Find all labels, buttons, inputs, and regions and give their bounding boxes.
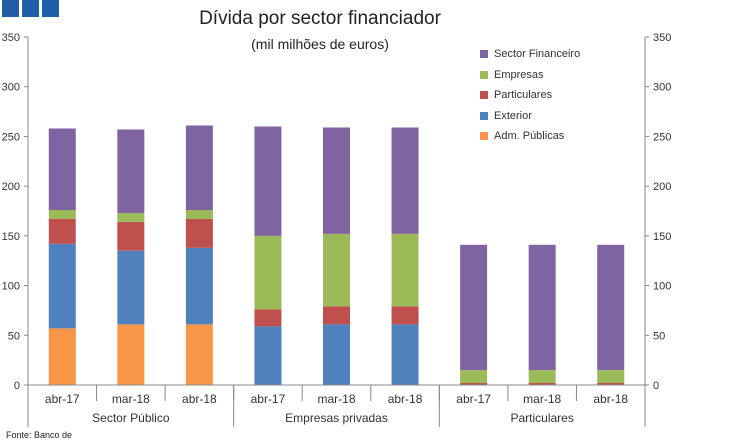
logo-square-1 — [2, 0, 19, 17]
bar-segment — [460, 370, 488, 384]
legend-label: Sector Financeiro — [494, 48, 581, 61]
x-tick-label: abr-17 — [251, 392, 286, 406]
bar-segment — [48, 218, 76, 244]
legend-item: Particulares — [480, 85, 580, 106]
bar-segment — [323, 306, 350, 325]
chart-legend: Sector Financeiro Empresas Particulares Ext… — [480, 44, 580, 147]
legend-swatch — [480, 111, 488, 120]
x-tick-label: mar-18 — [112, 392, 150, 406]
bar-segment — [254, 235, 282, 310]
bar-segment — [597, 244, 625, 371]
bar-segment — [528, 370, 556, 384]
legend-item: Sector Financeiro — [480, 44, 580, 65]
y-tick-label-left: 150 — [2, 231, 20, 243]
x-tick-label: abr-17 — [45, 392, 80, 406]
logo-square-3 — [42, 0, 59, 17]
legend-swatch — [480, 70, 488, 79]
y-tick-label-right: 200 — [653, 181, 671, 193]
bar-segment — [323, 324, 350, 385]
legend-swatch — [480, 50, 488, 59]
y-tick-label-left: 0 — [14, 380, 20, 392]
bar-segment — [460, 383, 488, 385]
legend-item: Adm. Públicas — [480, 126, 580, 147]
y-tick-label-right: 100 — [653, 281, 671, 293]
group-label: Sector Público — [92, 411, 170, 425]
bar-segment — [117, 250, 145, 325]
y-tick-label-left: 350 — [2, 32, 20, 44]
legend-label: Empresas — [494, 68, 544, 81]
y-tick-label-left: 250 — [2, 131, 20, 143]
bar-segment — [48, 128, 76, 211]
legend-swatch — [480, 91, 488, 100]
legend-swatch — [480, 132, 488, 141]
y-tick-label-right: 300 — [653, 82, 671, 94]
legend-label: Exterior — [494, 109, 532, 122]
bar-segment — [323, 233, 350, 307]
x-tick-label: mar-18 — [523, 392, 561, 406]
bar-segment — [391, 306, 419, 325]
bar-segment — [254, 309, 282, 327]
bar-segment — [528, 383, 556, 385]
bar-segment — [48, 328, 76, 385]
bar-segment — [185, 218, 213, 248]
legend-label: Adm. Públicas — [494, 130, 565, 143]
bar-segment — [391, 127, 419, 234]
bar-segment — [117, 221, 145, 251]
chart-title: Dívida por sector financiador — [199, 8, 441, 29]
x-tick-label: mar-18 — [317, 392, 355, 406]
bar-segment — [117, 324, 145, 385]
bar-segment — [185, 210, 213, 219]
bar-segment — [254, 326, 282, 385]
bar-segment — [597, 370, 625, 384]
bar-segment — [254, 126, 282, 236]
y-tick-label-right: 0 — [653, 380, 659, 392]
x-tick-label: abr-18 — [388, 392, 423, 406]
bar-segment — [460, 244, 488, 371]
x-tick-label: abr-18 — [593, 392, 628, 406]
chart-subtitle: (mil milhões de euros) — [251, 36, 389, 52]
bar-segment — [528, 244, 556, 371]
y-tick-label-left: 300 — [2, 82, 20, 94]
bar-segment — [185, 247, 213, 325]
bar-segment — [185, 125, 213, 211]
group-label: Particulares — [510, 411, 573, 425]
bar-segment — [117, 212, 145, 222]
bar-segment — [185, 324, 213, 385]
y-tick-label-left: 200 — [2, 181, 20, 193]
legend-label: Particulares — [494, 89, 553, 102]
bar-segment — [117, 129, 145, 213]
legend-item: Exterior — [480, 106, 580, 127]
source-note: Fonte: Banco de — [6, 430, 73, 440]
x-tick-label: abr-17 — [456, 392, 491, 406]
bar-segment — [391, 233, 419, 307]
y-tick-label-right: 350 — [653, 32, 671, 44]
bar-segment — [597, 383, 625, 385]
x-tick-label: abr-18 — [182, 392, 217, 406]
y-tick-label-right: 50 — [653, 330, 665, 342]
bar-segment — [391, 324, 419, 385]
bar-segment — [48, 210, 76, 219]
y-tick-label-left: 100 — [2, 281, 20, 293]
bar-segment — [323, 127, 350, 234]
bar-segment — [48, 243, 76, 329]
y-tick-label-right: 250 — [653, 131, 671, 143]
logo-square-2 — [22, 0, 39, 17]
y-tick-label-right: 150 — [653, 231, 671, 243]
legend-item: Empresas — [480, 65, 580, 86]
group-label: Empresas privadas — [285, 411, 388, 425]
y-tick-label-left: 50 — [8, 330, 20, 342]
